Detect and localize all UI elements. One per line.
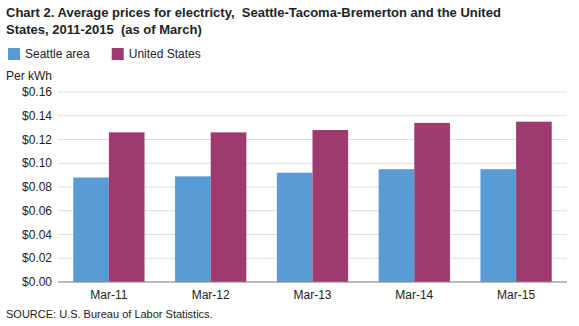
grid-line xyxy=(58,92,567,93)
y-tick-label: $0.04 xyxy=(22,228,52,242)
y-tick-label: $0.02 xyxy=(22,251,52,265)
y-tick-label: $0.10 xyxy=(22,156,52,170)
x-tick-label: Mar-14 xyxy=(395,288,433,302)
legend-label: Seattle area xyxy=(25,47,90,61)
bar xyxy=(175,176,211,282)
legend-swatch xyxy=(112,48,124,60)
y-tick-label: $0.00 xyxy=(22,275,52,289)
bar xyxy=(516,122,552,282)
bars xyxy=(73,122,551,282)
grid-line xyxy=(58,282,567,283)
x-tick-label: Mar-13 xyxy=(293,288,331,302)
x-tick-label: Mar-12 xyxy=(192,288,230,302)
x-tick-label: Mar-11 xyxy=(90,288,127,302)
bar xyxy=(414,123,450,282)
y-axis: $0.00 $0.02 $0.04 $0.06 $0.08 $0.10 $0.12 $0.14… xyxy=(22,85,567,289)
y-axis-label: Per kWh xyxy=(6,69,52,83)
y-tick-label: $0.06 xyxy=(22,204,52,218)
bar xyxy=(313,130,349,282)
y-tick-label: $0.16 xyxy=(22,85,52,99)
source-note: SOURCE: U.S. Bureau of Labor Statistics. xyxy=(6,308,213,320)
bar xyxy=(211,132,247,282)
y-tick-label: $0.12 xyxy=(22,133,52,147)
x-tick-label: Mar-15 xyxy=(497,288,535,302)
legend: Seattle area United States xyxy=(8,47,201,61)
bar xyxy=(480,169,516,282)
bar xyxy=(277,173,313,282)
title: Chart 2. Average prices for electricty, … xyxy=(6,5,501,37)
y-tick-label: $0.14 xyxy=(22,109,52,123)
legend-label: United States xyxy=(129,47,201,61)
x-axis: Mar-11 Mar-12 Mar-13 Mar-14 Mar-15 xyxy=(90,288,535,302)
bar xyxy=(109,132,145,282)
bar xyxy=(73,178,109,283)
grid-line xyxy=(58,115,567,116)
bar xyxy=(379,169,415,282)
y-tick-label: $0.08 xyxy=(22,180,52,194)
chart: Chart 2. Average prices for electricty, … xyxy=(0,0,579,326)
x-axis-line xyxy=(58,282,567,283)
legend-swatch xyxy=(8,48,20,60)
